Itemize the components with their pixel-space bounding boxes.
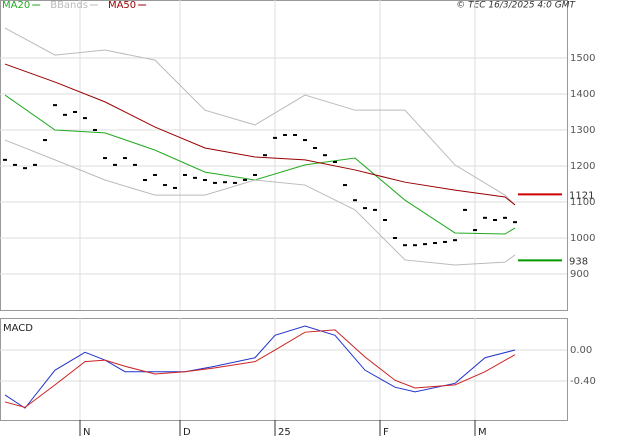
timestamp: © TEC 16/3/2025 4:0 GMT <box>456 1 576 11</box>
macd-line <box>4 325 516 409</box>
bband-upper <box>4 27 516 206</box>
legend-label: MA20 <box>2 0 30 11</box>
y-tick-label: 0.00 <box>570 345 592 356</box>
price-panel <box>0 0 568 311</box>
level-label: 938 <box>569 256 588 267</box>
y-tick-label: -0.40 <box>570 376 596 387</box>
x-tick-label: M <box>478 427 487 438</box>
y-tick-label: 1000 <box>570 233 595 244</box>
macd-title: MACD <box>3 323 33 334</box>
y-tick-label: 1300 <box>570 125 595 136</box>
y-tick-label: 1100 <box>570 197 595 208</box>
ma-line <box>4 63 516 206</box>
x-tick-label: 25 <box>278 427 291 438</box>
bband-lower <box>4 139 516 266</box>
y-tick-label: 1200 <box>570 161 595 172</box>
y-tick-label: 1500 <box>570 53 595 64</box>
legend-label: BBands <box>50 0 88 11</box>
x-tick-label: F <box>383 427 389 438</box>
x-tick-label: D <box>183 427 191 438</box>
macd-panel <box>0 318 568 421</box>
legend-label: MA50 <box>108 0 136 11</box>
level-label: 1121 <box>569 190 594 201</box>
y-tick-label: 900 <box>570 269 589 280</box>
x-tick-label: N <box>83 427 90 438</box>
y-tick-label: 1400 <box>570 89 595 100</box>
macd-line <box>4 329 516 408</box>
ma-line <box>4 94 516 235</box>
